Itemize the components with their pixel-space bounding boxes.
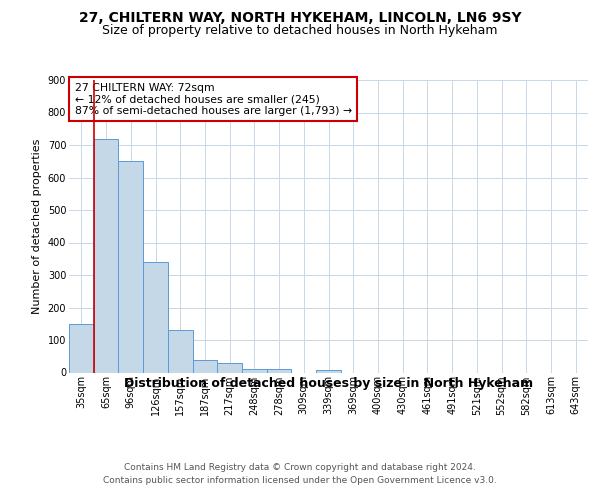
Bar xyxy=(316,370,341,372)
Bar xyxy=(143,262,168,372)
Text: Size of property relative to detached houses in North Hykeham: Size of property relative to detached ho… xyxy=(102,24,498,37)
Text: Distribution of detached houses by size in North Hykeham: Distribution of detached houses by size … xyxy=(124,378,533,390)
Bar xyxy=(217,364,242,372)
Bar xyxy=(193,360,217,372)
Bar xyxy=(168,330,193,372)
Text: 27 CHILTERN WAY: 72sqm
← 12% of detached houses are smaller (245)
87% of semi-de: 27 CHILTERN WAY: 72sqm ← 12% of detached… xyxy=(74,83,352,116)
Bar xyxy=(69,324,94,372)
Bar xyxy=(118,161,143,372)
Text: 27, CHILTERN WAY, NORTH HYKEHAM, LINCOLN, LN6 9SY: 27, CHILTERN WAY, NORTH HYKEHAM, LINCOLN… xyxy=(79,11,521,25)
Bar xyxy=(242,369,267,372)
Text: Contains HM Land Registry data © Crown copyright and database right 2024.: Contains HM Land Registry data © Crown c… xyxy=(124,462,476,471)
Text: Contains public sector information licensed under the Open Government Licence v3: Contains public sector information licen… xyxy=(103,476,497,485)
Bar xyxy=(94,138,118,372)
Y-axis label: Number of detached properties: Number of detached properties xyxy=(32,138,42,314)
Bar xyxy=(267,369,292,372)
